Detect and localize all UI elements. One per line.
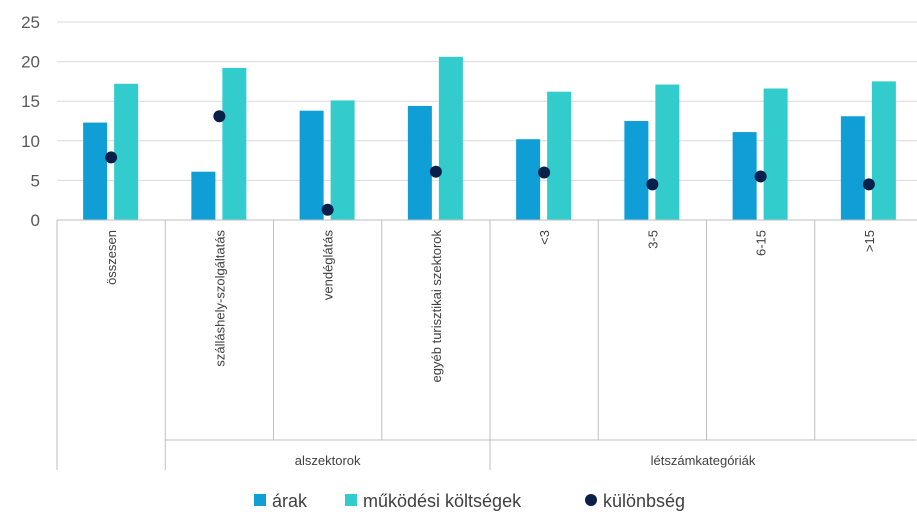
bar-arak <box>191 171 216 220</box>
dot-kulonbseg <box>538 166 551 179</box>
bar-mukodesi-koltsegek <box>655 84 680 221</box>
legend-label: működési költségek <box>363 491 522 511</box>
bar-arak <box>840 116 865 220</box>
dot-kulonbseg <box>429 165 442 178</box>
bar-mukodesi-koltsegek <box>547 91 572 220</box>
bar-arak <box>732 132 757 220</box>
group-label: alszektorok <box>295 453 361 468</box>
category-label: vendéglátás <box>321 230 336 301</box>
dot-kulonbseg <box>754 170 767 183</box>
bar-arak <box>83 122 108 220</box>
bar-arak <box>407 105 432 220</box>
category-label: 3-5 <box>645 230 660 249</box>
y-tick-label: 5 <box>31 171 40 190</box>
category-label: összesen <box>104 230 119 285</box>
category-label: egyéb turisztikai szektorok <box>429 230 444 383</box>
bar-arak <box>624 121 649 220</box>
legend: árak működési költségek különbség <box>254 491 685 511</box>
bar-arak <box>516 139 541 220</box>
bar-mukodesi-koltsegek <box>114 83 139 220</box>
bar-mukodesi-koltsegek <box>763 88 788 220</box>
dot-kulonbseg <box>213 110 226 123</box>
legend-swatch <box>585 494 597 506</box>
category-label: 6-15 <box>754 230 769 256</box>
legend-label: különbség <box>603 491 685 511</box>
dot-kulonbseg <box>105 151 118 164</box>
x-axis: alszektorok létszámkategóriák összesen szál… <box>56 219 917 470</box>
dot-kulonbseg <box>321 203 334 216</box>
category-label: <3 <box>537 230 552 245</box>
difference-dots <box>105 110 875 216</box>
y-tick-label: 15 <box>21 92 40 111</box>
legend-swatch <box>345 494 357 506</box>
bars <box>83 56 896 221</box>
legend-swatch <box>254 494 266 506</box>
category-label: >15 <box>862 230 877 252</box>
dot-kulonbseg <box>646 178 659 191</box>
bar-mukodesi-koltsegek <box>330 100 355 220</box>
group-label: létszámkategóriák <box>651 453 756 468</box>
gridlines <box>57 21 917 181</box>
y-tick-label: 0 <box>31 211 40 230</box>
bar-mukodesi-koltsegek <box>222 67 247 220</box>
y-tick-label: 20 <box>21 53 40 72</box>
y-tick-label: 10 <box>21 132 40 151</box>
dot-kulonbseg <box>862 178 875 191</box>
y-tick-label: 25 <box>21 13 40 32</box>
bar-mukodesi-koltsegek <box>438 56 463 221</box>
category-label: szálláshely-szolgáltatás <box>212 230 227 367</box>
bar-arak <box>299 110 324 220</box>
bar-mukodesi-koltsegek <box>871 81 896 221</box>
legend-label: árak <box>272 491 308 511</box>
y-axis: 0 5 10 15 20 25 <box>21 13 40 230</box>
